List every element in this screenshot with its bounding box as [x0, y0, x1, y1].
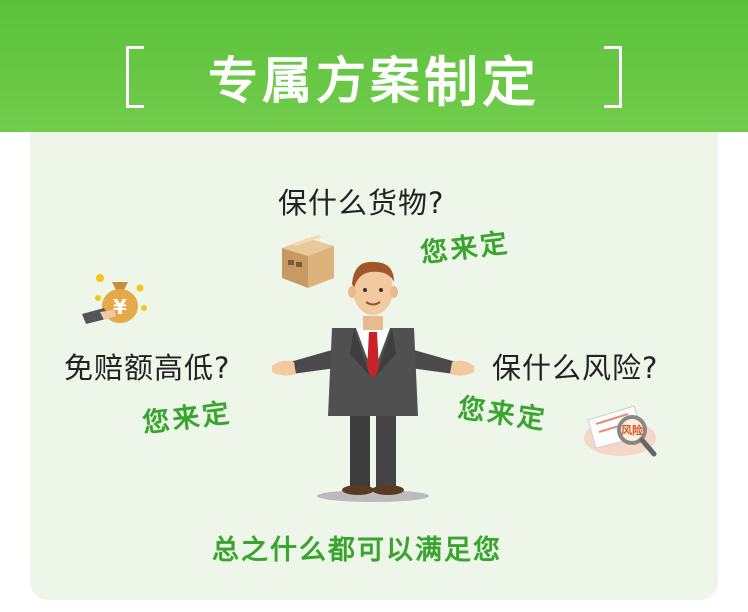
footer-text: 总之什么都可以满足您: [212, 535, 502, 566]
bracket-left: [126, 46, 144, 108]
svg-text:¥: ¥: [113, 295, 127, 319]
money-bag-icon: ¥: [82, 274, 147, 324]
bracket-right: [604, 46, 622, 108]
banner-title-part1: 专属方案: [208, 51, 424, 110]
businessman-illustration: [272, 261, 474, 502]
cardboard-box-icon: [282, 235, 334, 288]
question-goods: 保什么货物?: [278, 186, 445, 220]
header-banner: 专属方案 制定: [0, 0, 748, 132]
question-risk: 保什么风险?: [492, 351, 659, 385]
risk-magnifier-icon: 风险: [584, 405, 657, 457]
risk-stamp-text: 风险: [621, 423, 644, 437]
banner-title: 专属方案 制定: [150, 44, 598, 114]
banner-title-part2: 制定: [424, 50, 540, 114]
question-deductible: 免赔额高低?: [64, 351, 231, 385]
